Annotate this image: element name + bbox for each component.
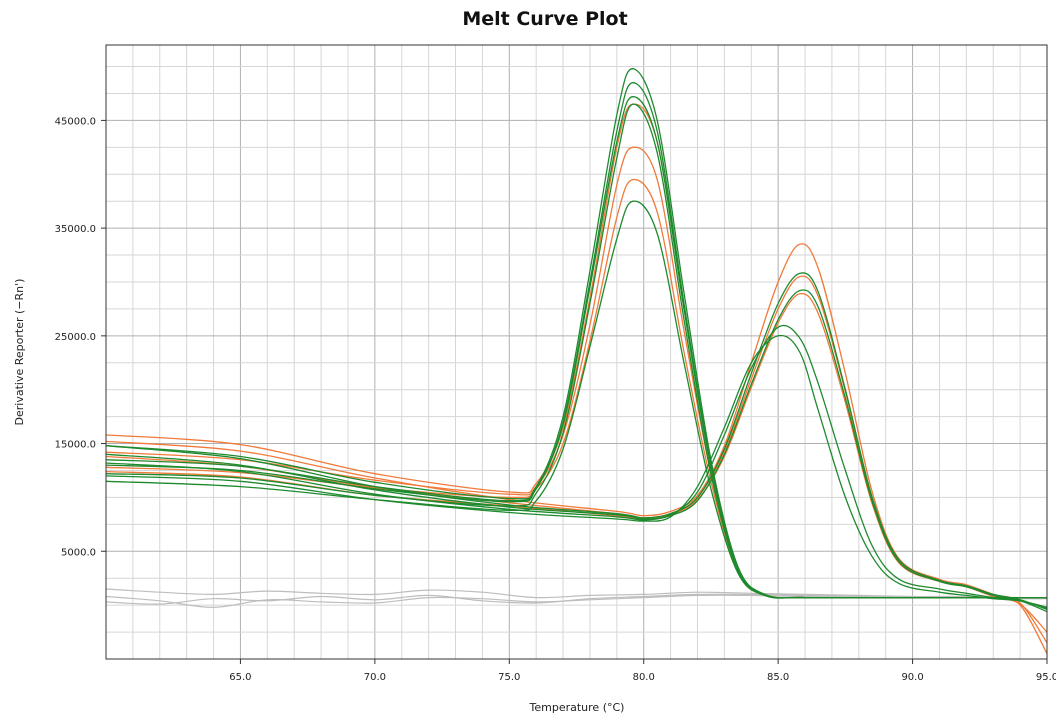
series-line-green <box>106 324 1047 610</box>
series-line-gray <box>106 588 1047 599</box>
y-axis-label: Derivative Reporter (−Rn') <box>13 279 26 426</box>
y-tick-label: 25000.0 <box>55 332 96 343</box>
x-tick-label: 80.0 <box>633 672 655 683</box>
series-line-green <box>106 272 1047 611</box>
y-tick-label: 15000.0 <box>55 440 96 451</box>
ticks: 65.0 70.0 75.0 80.0 85.0 90.0 95.0 5000.0 15000.… <box>55 116 1056 683</box>
y-tick-label: 45000.0 <box>55 116 96 127</box>
series-line-green <box>106 289 1047 613</box>
x-tick-label: 75.0 <box>498 672 520 683</box>
series-line-green <box>106 334 1047 608</box>
series-line-green <box>106 96 1047 599</box>
x-tick-label: 90.0 <box>901 672 923 683</box>
x-tick-label: 65.0 <box>229 672 251 683</box>
x-axis-label: Temperature (°C) <box>529 701 625 714</box>
plot-border <box>105 44 1048 660</box>
x-tick-label: 85.0 <box>767 672 789 683</box>
y-tick-label: 5000.0 <box>61 547 96 558</box>
chart-title: Melt Curve Plot <box>462 8 627 30</box>
y-tick-label: 35000.0 <box>55 224 96 235</box>
series-line-orange <box>106 243 1047 644</box>
series-group <box>106 68 1047 655</box>
x-tick-label: 95.0 <box>1036 672 1056 683</box>
x-tick-label: 70.0 <box>364 672 386 683</box>
